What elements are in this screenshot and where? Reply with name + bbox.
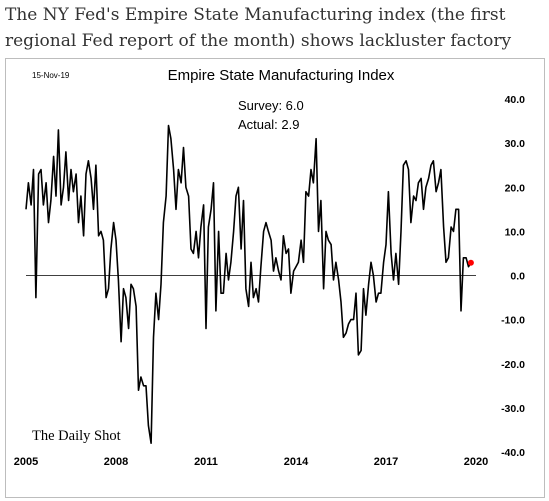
x-tick-label: 2005 <box>14 456 38 468</box>
y-tick-label: 40.0 <box>505 94 526 106</box>
annotation-actual: Actual: 2.9 <box>238 117 299 132</box>
series-line <box>25 124 472 444</box>
x-tick-label: 2017 <box>374 456 398 468</box>
x-axis: 2005 2008 2011 2014 2017 2020 <box>14 456 488 468</box>
y-tick-label: -30.0 <box>501 403 525 415</box>
y-tick-label: -10.0 <box>501 315 525 327</box>
x-tick-label: 2020 <box>464 456 488 468</box>
y-tick-label: 0.0 <box>510 271 525 283</box>
x-tick-label: 2014 <box>284 456 309 468</box>
y-tick-label: -20.0 <box>501 359 525 371</box>
last-data-point <box>467 259 474 266</box>
chart-svg: 15-Nov-19 Empire State Manufacturing Ind… <box>14 67 525 468</box>
chart-date-label: 15-Nov-19 <box>32 71 70 80</box>
y-axis: 40.0 30.0 20.0 10.0 0.0 -10.0 -20.0 -30.0 -40.0 <box>501 94 525 459</box>
x-tick-label: 2008 <box>104 456 128 468</box>
annotation-survey: Survey: 6.0 <box>238 98 304 113</box>
x-tick-label: 2011 <box>194 456 218 468</box>
y-tick-label: 10.0 <box>505 226 526 238</box>
chart-panel: 15-Nov-19 Empire State Manufacturing Ind… <box>5 58 545 498</box>
chart-title: Empire State Manufacturing Index <box>168 67 395 84</box>
y-tick-label: 30.0 <box>505 138 526 150</box>
daily-shot-logo: The Daily Shot <box>32 428 121 444</box>
y-tick-label: -40.0 <box>501 447 525 459</box>
y-tick-label: 20.0 <box>505 182 526 194</box>
